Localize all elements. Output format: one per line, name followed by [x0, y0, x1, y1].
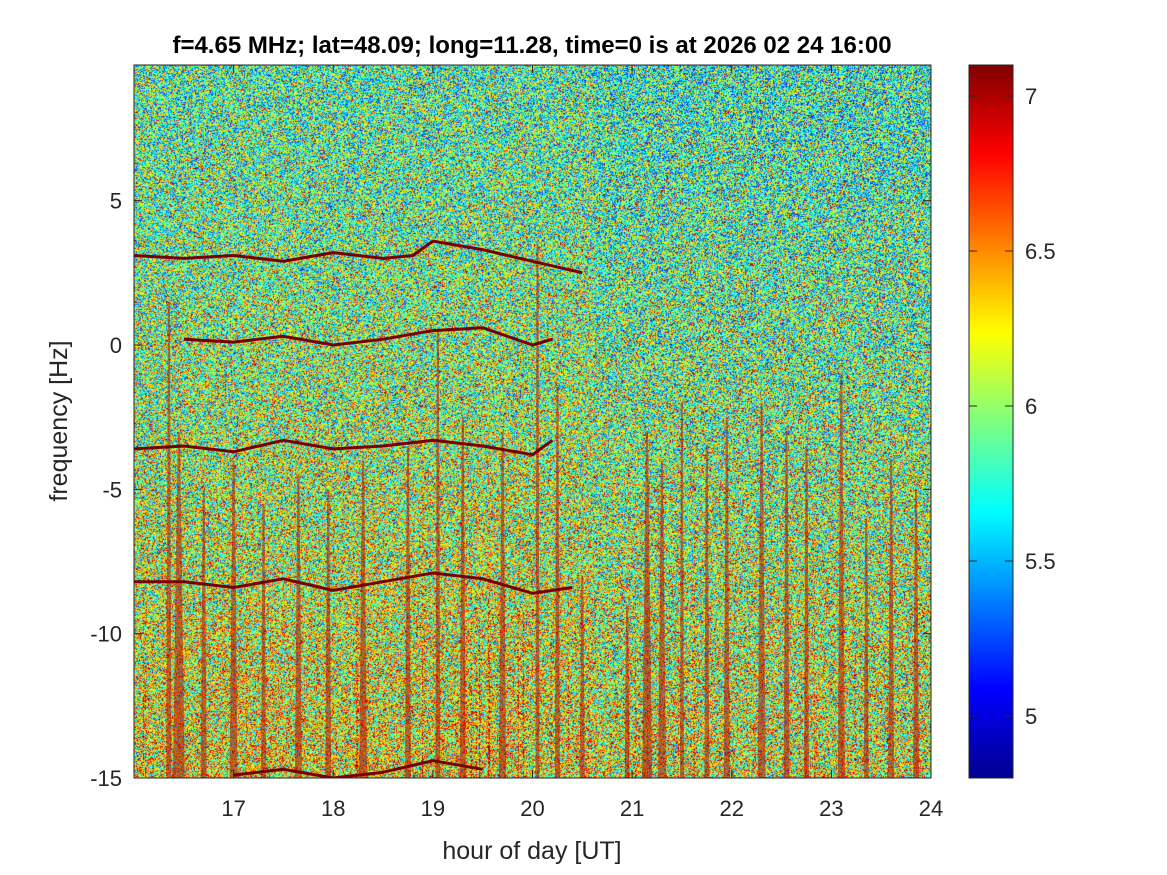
- spike-22: [783, 431, 790, 778]
- spike-5: [294, 474, 302, 778]
- spike-13: [554, 388, 560, 778]
- x-tick-label: 18: [321, 796, 345, 821]
- y-axis-label: frequency [Hz]: [45, 340, 73, 501]
- y-tick-label: -5: [102, 477, 122, 502]
- spike-16: [642, 431, 653, 778]
- x-tick-label: 21: [620, 796, 644, 821]
- y-tick-label: -15: [90, 766, 122, 791]
- colorbar-tick-label: 6.5: [1025, 239, 1056, 264]
- x-tick-label: 17: [221, 796, 245, 821]
- trace-3: [134, 571, 573, 595]
- spike-6: [325, 489, 332, 778]
- x-tick-label: 23: [819, 796, 843, 821]
- spike-1: [172, 431, 185, 778]
- colorbar: 7 6.5 6 5.5 5: [968, 64, 1056, 779]
- y-tick-label: -10: [90, 622, 122, 647]
- colorbar-tick-label: 5: [1025, 704, 1037, 729]
- spike-12: [535, 243, 540, 778]
- spike-layer: [166, 243, 920, 778]
- plot-area: [133, 64, 932, 779]
- spike-11: [499, 431, 507, 778]
- spike-3: [229, 460, 238, 778]
- chart-title: f=4.65 MHz; lat=48.09; long=11.28, time=…: [172, 32, 891, 59]
- colorbar-ticks: 7 6.5 6 5.5 5: [969, 84, 1056, 729]
- x-axis-label: hour of day [UT]: [442, 837, 621, 865]
- x-tick-label: 19: [421, 796, 445, 821]
- spike-19: [704, 446, 710, 778]
- trace-layer: [134, 239, 583, 778]
- spike-23: [803, 446, 809, 778]
- trace-2: [134, 438, 554, 457]
- spike-15: [624, 604, 630, 778]
- spike-26: [888, 460, 895, 778]
- spike-21: [757, 402, 766, 778]
- x-tick-label: 24: [919, 796, 943, 821]
- spike-20: [723, 417, 730, 778]
- heatmap-canvas: [134, 65, 931, 778]
- colorbar-tick-label: 5.5: [1025, 549, 1056, 574]
- x-tick-label: 22: [720, 796, 744, 821]
- y-tick-label: 0: [110, 333, 122, 358]
- x-axis: 17 18 19 20 21 22 23 24: [221, 65, 943, 821]
- trace-0: [134, 239, 583, 275]
- spike-17: [658, 460, 666, 778]
- spike-27: [913, 489, 920, 778]
- y-axis: 5 0 -5 -10 -15: [90, 189, 931, 791]
- spike-25: [863, 518, 869, 778]
- spike-7: [359, 460, 368, 778]
- spike-18: [679, 402, 684, 778]
- spike-0: [166, 301, 172, 778]
- spike-14: [579, 575, 585, 778]
- colorbar-tick-label: 6: [1025, 394, 1037, 419]
- spike-8: [404, 446, 411, 778]
- colorbar-gradient: [969, 65, 1013, 778]
- trace-4: [233, 759, 483, 778]
- colorbar-frame: [968, 64, 1014, 779]
- colorbar-tick-label: 7: [1025, 84, 1037, 109]
- spike-24: [837, 373, 845, 778]
- x-tick-label: 20: [520, 796, 544, 821]
- spike-10: [459, 417, 466, 778]
- spike-4: [261, 503, 267, 778]
- trace-1: [183, 326, 553, 347]
- y-tick-label: 5: [110, 189, 122, 214]
- spike-2: [200, 489, 207, 778]
